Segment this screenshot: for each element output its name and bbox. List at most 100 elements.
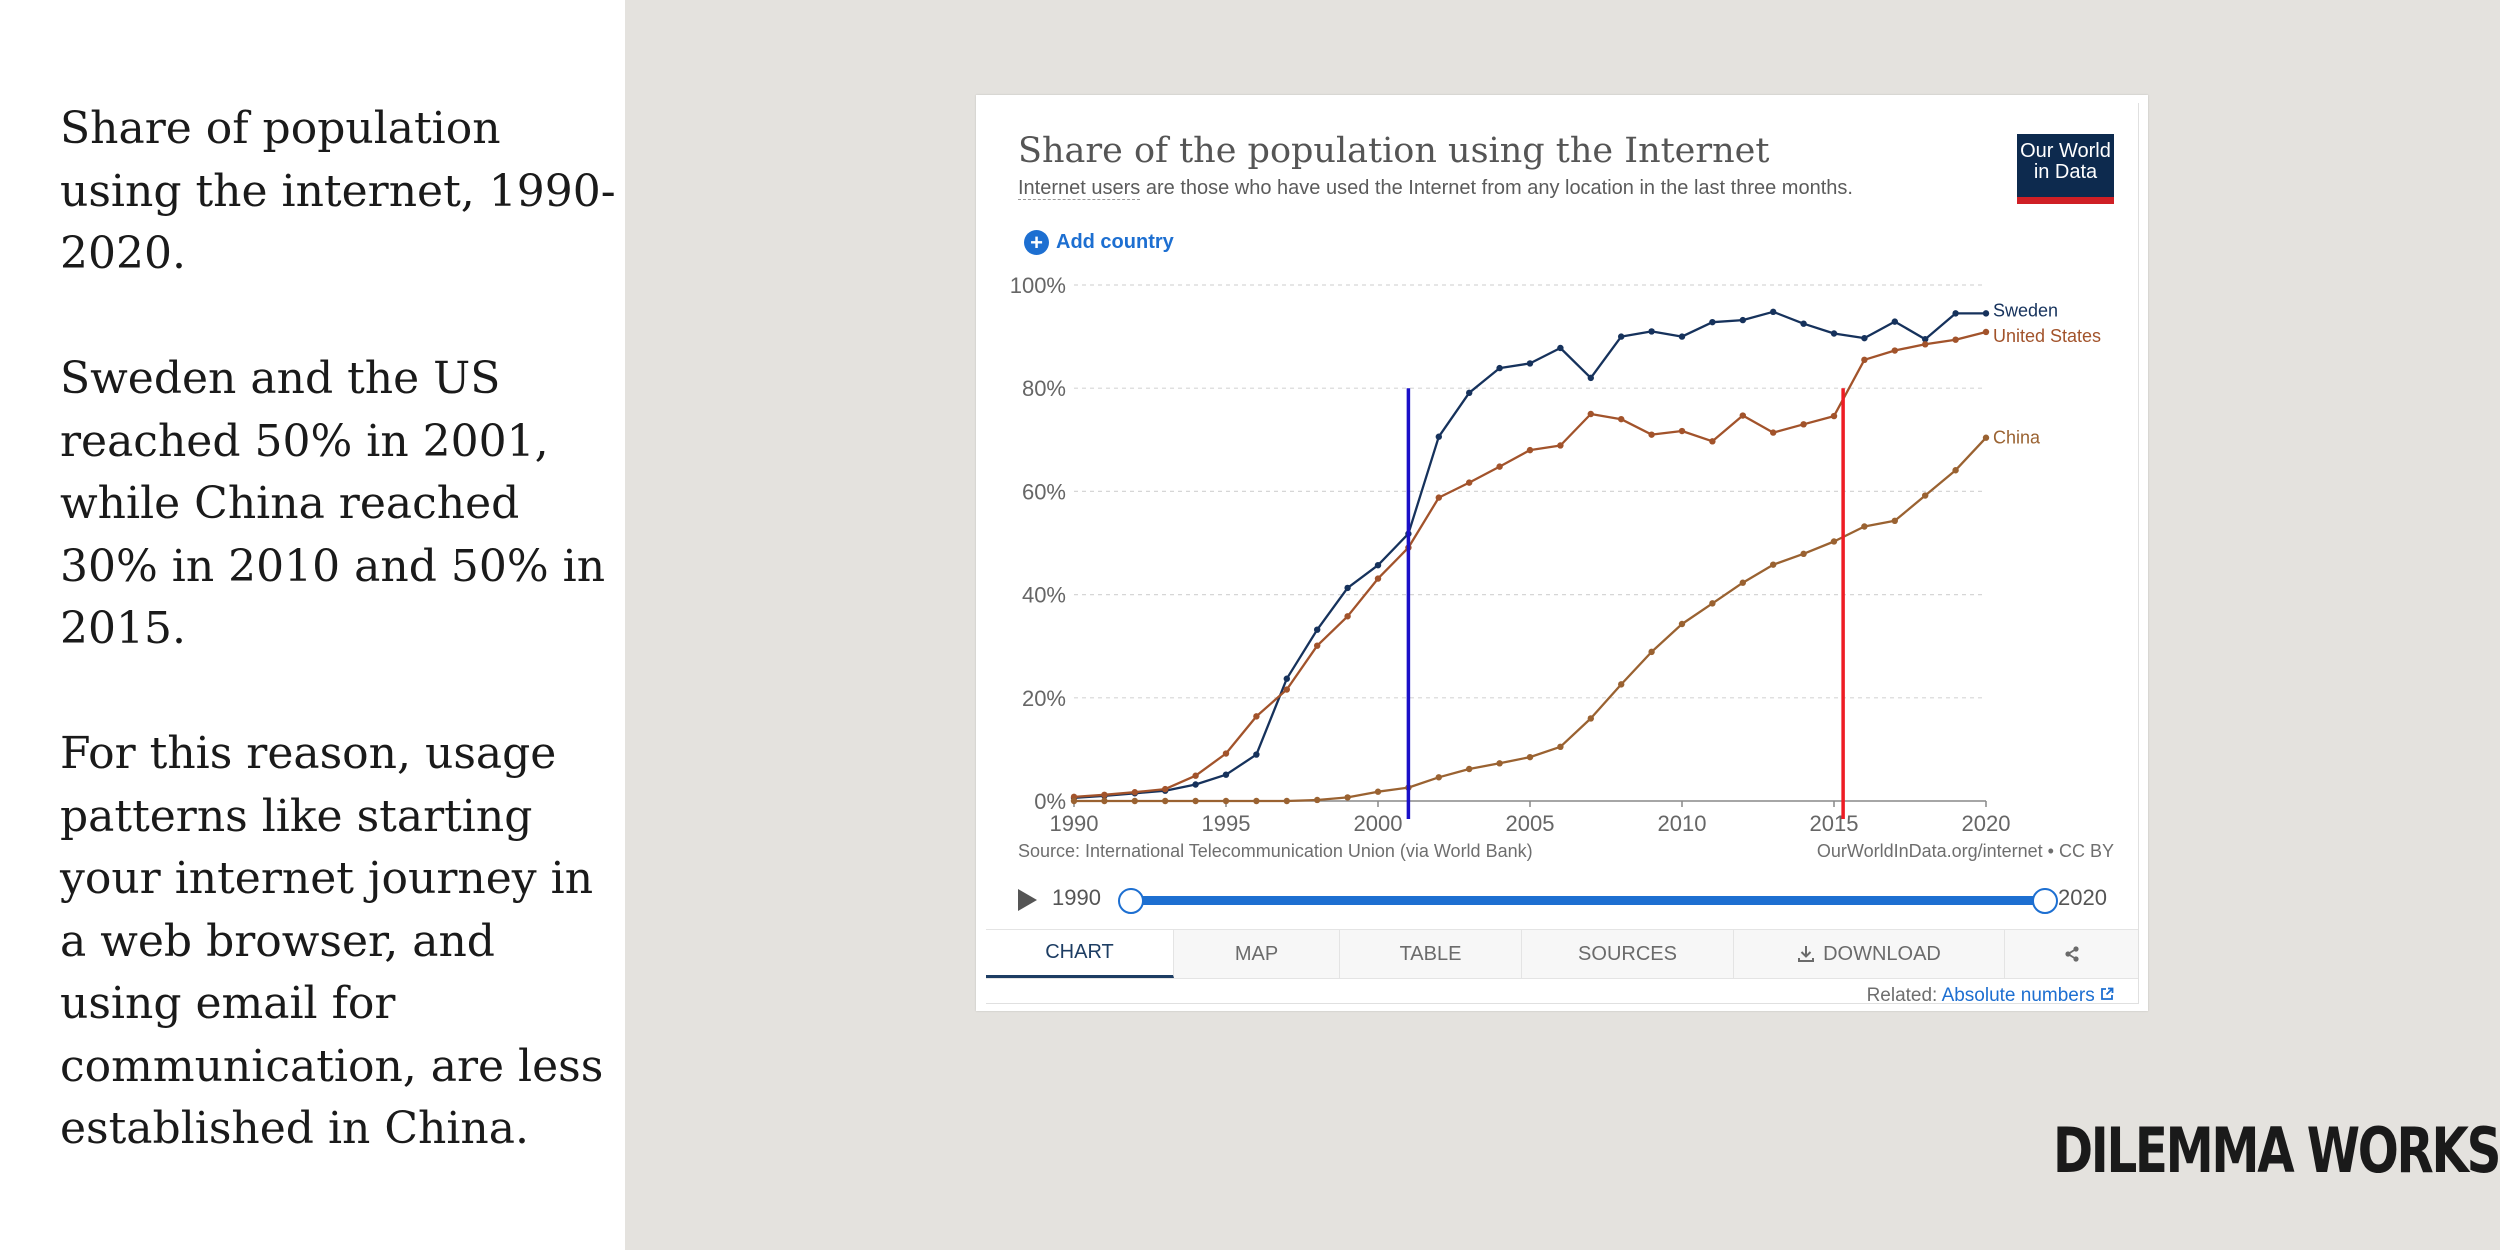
series-label-china: China	[1993, 428, 2041, 448]
data-point-united-states	[1496, 463, 1503, 470]
owid-logo[interactable]: Our World in Data	[2017, 134, 2114, 204]
data-point-united-states	[1739, 412, 1746, 419]
related-links: Related: Absolute numbers	[1867, 985, 2114, 1007]
data-point-china	[1162, 797, 1169, 805]
data-point-china	[1131, 797, 1138, 805]
data-point-united-states	[1587, 410, 1594, 418]
tab-map[interactable]: MAP	[1174, 930, 1340, 978]
data-point-china	[1618, 681, 1625, 688]
data-point-sweden	[1678, 333, 1686, 340]
tab-bar: CHART MAP TABLE SOURCES DOWNLOAD	[986, 929, 2138, 979]
y-tick-label: 60%	[1022, 479, 1066, 504]
chart-card-inner: Share of the population using the Intern…	[986, 103, 2139, 1007]
data-point-sweden	[1770, 308, 1777, 316]
x-tick-label: 2015	[1810, 811, 1859, 836]
paragraph-conclusion: For this reason, usage patterns like sta…	[60, 728, 604, 1154]
data-point-united-states	[1891, 347, 1898, 354]
data-point-china	[1648, 648, 1655, 656]
data-point-china	[1982, 434, 1990, 441]
data-point-united-states	[1922, 341, 1929, 348]
subtitle-text: are those who have used the Internet fro…	[1140, 177, 1853, 199]
data-point-china	[1435, 774, 1442, 781]
x-tick-label: 2005	[1506, 811, 1555, 836]
tab-share[interactable]	[2005, 930, 2138, 978]
y-tick-label: 40%	[1022, 583, 1066, 608]
series-line-sweden	[1073, 310, 1986, 800]
data-point-sweden	[1526, 360, 1534, 367]
y-tick-label: 0%	[1034, 789, 1066, 814]
data-point-sweden	[1982, 310, 1990, 317]
data-point-china	[1192, 797, 1199, 805]
data-point-china	[1222, 797, 1230, 805]
logo-line-2: in Data	[2033, 161, 2098, 183]
external-link-icon	[2101, 987, 2114, 1000]
timeline: 1990 2020	[1018, 881, 2118, 921]
tab-download-label: DOWNLOAD	[1823, 942, 1941, 965]
add-country-label: Add country	[1056, 231, 1174, 253]
chart-credit[interactable]: OurWorldInData.org/internet • CC BY	[1816, 841, 2114, 861]
data-point-china	[1861, 523, 1868, 530]
data-point-china	[1770, 561, 1777, 568]
left-panel: Share of population using the internet, …	[0, 0, 625, 1250]
related-label: Related:	[1866, 985, 1942, 1006]
subtitle-term-link[interactable]: Internet users	[1018, 177, 1141, 200]
chart-title: Share of the population using the Intern…	[1018, 131, 1770, 171]
timeline-track[interactable]	[1130, 896, 2044, 905]
timeline-end-handle[interactable]	[2032, 888, 2058, 914]
data-point-china	[1891, 517, 1898, 525]
data-point-united-states	[1101, 791, 1108, 799]
data-point-sweden	[1344, 584, 1351, 592]
data-point-united-states	[1982, 328, 1990, 336]
data-point-china	[1587, 715, 1594, 722]
x-tick-label: 1995	[1202, 811, 1251, 836]
data-point-sweden	[1861, 334, 1868, 342]
data-point-china	[1526, 753, 1534, 761]
data-point-china	[1466, 765, 1473, 773]
tab-sources[interactable]: SOURCES	[1522, 930, 1734, 978]
data-point-united-states	[1526, 446, 1534, 454]
series-line-china	[1074, 436, 1987, 803]
data-point-sweden	[1557, 344, 1564, 352]
data-point-china	[1709, 600, 1716, 607]
tab-download[interactable]: DOWNLOAD	[1734, 930, 2005, 978]
data-point-sweden	[1648, 328, 1655, 335]
y-tick-label: 80%	[1022, 376, 1066, 401]
data-point-united-states	[1557, 442, 1564, 449]
data-point-sweden	[1222, 771, 1230, 778]
data-point-sweden	[1891, 318, 1898, 325]
data-point-sweden	[1435, 433, 1442, 440]
tab-chart[interactable]: CHART	[986, 930, 1174, 978]
data-point-sweden	[1922, 335, 1929, 343]
data-point-china	[1374, 788, 1382, 795]
related-absolute-numbers-link[interactable]: Absolute numbers	[1941, 985, 2095, 1006]
data-point-united-states	[1192, 772, 1199, 779]
tab-table[interactable]: TABLE	[1340, 930, 1522, 978]
data-point-united-states	[1678, 427, 1686, 435]
data-point-united-states	[1618, 415, 1625, 423]
data-point-china	[1739, 579, 1746, 586]
data-point-sweden	[1192, 781, 1199, 788]
data-point-china	[1344, 794, 1351, 801]
add-country-button[interactable]: + Add country	[1024, 230, 1174, 255]
chart-subtitle: Internet users are those who have used t…	[1018, 177, 1853, 200]
download-icon	[1798, 946, 1815, 962]
timeline-start-handle[interactable]	[1118, 888, 1144, 914]
data-point-sweden	[1496, 364, 1503, 372]
data-point-sweden	[1830, 330, 1838, 337]
brand-logo: DILEMMA WORKS	[2053, 1114, 2500, 1187]
data-point-china	[1952, 467, 1959, 474]
data-point-sweden	[1253, 751, 1260, 758]
data-point-sweden	[1709, 318, 1716, 326]
play-icon[interactable]	[1018, 889, 1037, 911]
logo-line-1: Our World	[2020, 140, 2111, 162]
data-point-china	[1557, 743, 1564, 751]
data-point-united-states	[1435, 494, 1442, 501]
data-point-china	[1070, 797, 1078, 805]
data-point-china	[1253, 797, 1260, 805]
data-point-china	[1283, 797, 1290, 805]
data-point-sweden	[1739, 316, 1746, 324]
x-tick-label: 2020	[1962, 811, 2011, 836]
series-line-united-states	[1073, 330, 1987, 799]
series-label-sweden: Sweden	[1993, 300, 2058, 320]
data-point-united-states	[1709, 438, 1716, 445]
